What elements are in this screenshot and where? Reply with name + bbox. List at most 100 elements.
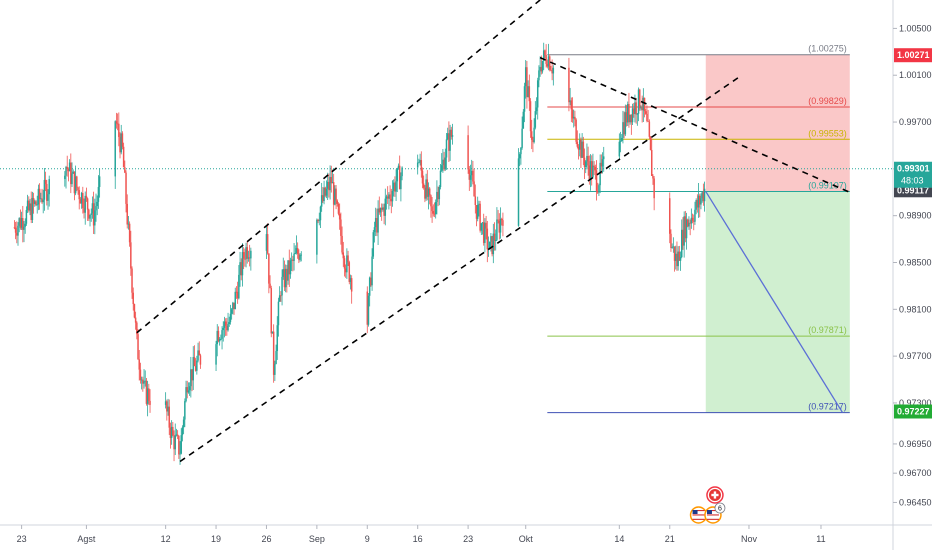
price-tag-label: 0.97227 xyxy=(897,406,930,416)
us-flag-stripe xyxy=(692,516,705,518)
candle-body xyxy=(126,203,128,225)
candle-body xyxy=(636,113,639,115)
candle-body xyxy=(31,197,34,221)
candle-body xyxy=(635,102,637,115)
candle-body xyxy=(169,427,172,438)
us-flag-stripe xyxy=(706,516,719,518)
candle-body xyxy=(572,116,575,119)
candle-body xyxy=(340,219,342,236)
candle-body xyxy=(376,218,378,233)
candle-body xyxy=(40,198,42,200)
candle-body xyxy=(70,162,72,185)
candle-body xyxy=(649,136,652,150)
candle-body xyxy=(25,209,28,224)
candle-body xyxy=(583,157,586,168)
event-markers[interactable]: 6 xyxy=(689,486,726,524)
candle-body xyxy=(535,107,538,112)
candle-body xyxy=(289,260,292,275)
candle-body xyxy=(480,223,483,231)
candle-body xyxy=(146,388,149,404)
candle-body xyxy=(37,188,40,205)
candle-body xyxy=(528,86,531,102)
candle-body xyxy=(64,175,66,180)
x-tick-label: 19 xyxy=(211,534,221,544)
candle-body xyxy=(332,182,335,205)
candle-body xyxy=(124,167,126,173)
x-tick-label: 23 xyxy=(17,534,27,544)
candle-body xyxy=(172,426,174,436)
y-axis-panel xyxy=(893,0,932,550)
candle-body xyxy=(600,162,603,167)
candle-body xyxy=(541,60,544,72)
candle-body xyxy=(683,216,685,246)
candle-body xyxy=(145,380,148,404)
candle-body xyxy=(335,188,337,201)
candle-body xyxy=(377,208,379,233)
candle-body xyxy=(436,191,438,202)
candle-body xyxy=(347,255,349,263)
candle-body xyxy=(398,165,401,190)
candle-body xyxy=(500,218,503,221)
take-profit-zone xyxy=(705,191,850,413)
candle-body xyxy=(618,141,621,157)
descending-trend-line[interactable] xyxy=(539,56,851,194)
candle-body xyxy=(498,220,501,233)
x-tick-label: Agst xyxy=(77,534,96,544)
candle-body xyxy=(395,181,397,192)
candle-body xyxy=(625,112,628,123)
candle-body xyxy=(672,246,675,248)
candle-body xyxy=(366,291,369,325)
channel-trend-line[interactable] xyxy=(179,74,743,463)
candle-body xyxy=(425,179,427,199)
us-flag-stripe xyxy=(692,510,705,512)
candle-body xyxy=(32,197,35,204)
candle-body xyxy=(128,223,131,243)
candle-body xyxy=(227,323,229,331)
candle-body xyxy=(191,369,193,381)
candle-body xyxy=(19,218,22,228)
candle-body xyxy=(592,165,594,178)
candle-body xyxy=(644,111,647,114)
candle-body xyxy=(434,201,437,215)
candle-body xyxy=(418,162,420,164)
candle-body xyxy=(268,253,270,284)
candle-body xyxy=(164,401,167,405)
x-tick-label: 26 xyxy=(261,534,271,544)
y-tick-label: 0.98900 xyxy=(899,211,932,221)
candle-body xyxy=(693,220,695,222)
candle-body xyxy=(96,201,98,207)
candle-body xyxy=(238,274,240,299)
candle-body xyxy=(521,128,523,148)
trend-lines[interactable] xyxy=(136,0,851,463)
candle-body xyxy=(475,205,478,219)
candle-body xyxy=(174,435,176,450)
candle-body xyxy=(642,97,645,111)
candle-body xyxy=(232,302,234,310)
level-label: (0.99107) xyxy=(808,180,847,190)
candle-body xyxy=(467,135,469,170)
candle-body xyxy=(137,334,139,360)
candle-body xyxy=(175,434,178,436)
candle-body xyxy=(71,173,73,185)
candle-body xyxy=(532,139,534,143)
candle-body xyxy=(684,216,687,239)
candle-body xyxy=(179,453,181,455)
candle-body xyxy=(182,419,185,428)
candle-body xyxy=(588,165,591,180)
candle-body xyxy=(98,176,101,187)
projection-line[interactable] xyxy=(705,191,844,414)
y-tick-label: 0.97300 xyxy=(899,398,932,408)
candle-body xyxy=(281,276,283,296)
channel-trend-line[interactable] xyxy=(136,0,605,334)
y-tick-label: 0.98500 xyxy=(899,258,932,268)
candle-body xyxy=(571,109,574,119)
candle-body xyxy=(482,222,485,243)
candle-body xyxy=(691,217,694,221)
candle-body xyxy=(428,188,431,196)
candle-body xyxy=(626,104,629,123)
candle-body xyxy=(518,154,521,159)
us-flag-stripe xyxy=(706,510,719,512)
candle-body xyxy=(380,207,383,210)
